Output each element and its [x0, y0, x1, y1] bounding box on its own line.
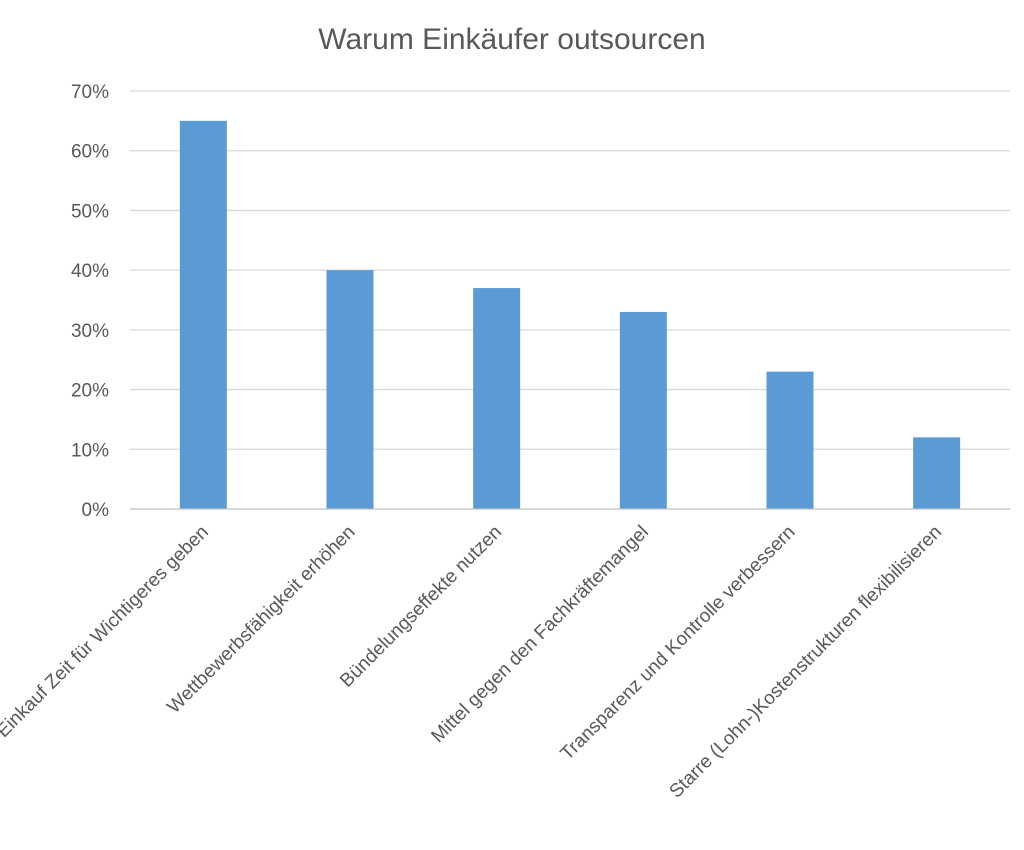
y-tick-label: 30% — [71, 321, 109, 342]
y-tick-label: 60% — [71, 142, 109, 163]
bar — [473, 288, 521, 509]
y-tick-label: 50% — [71, 201, 109, 222]
bar — [913, 437, 961, 509]
y-tick-label: 20% — [71, 381, 109, 402]
x-category-label: Bündelungseffekte nutzen — [336, 522, 506, 692]
y-axis-tick-labels: 0% 10% 20% 30% 40% 50% 60% 70% — [71, 82, 109, 521]
y-tick-label: 10% — [71, 440, 109, 461]
gridlines — [130, 90, 1010, 450]
bar — [179, 120, 227, 509]
bar — [326, 270, 374, 509]
y-tick-label: 0% — [82, 500, 110, 521]
x-category-label: Transparenz und Kontrolle verbessern — [557, 522, 800, 765]
chart-title: Warum Einkäufer outsourcen — [318, 23, 705, 56]
y-tick-label: 70% — [71, 82, 109, 103]
y-tick-label: 40% — [71, 261, 109, 282]
x-axis-category-labels: Einkauf Zeit für Wichtigeres gebenWettbe… — [0, 522, 946, 803]
bar — [619, 311, 667, 509]
x-category-label: Starre (Lohn-)Kostenstrukturen flexibili… — [666, 522, 947, 803]
bars — [179, 120, 961, 509]
bar — [766, 371, 814, 509]
